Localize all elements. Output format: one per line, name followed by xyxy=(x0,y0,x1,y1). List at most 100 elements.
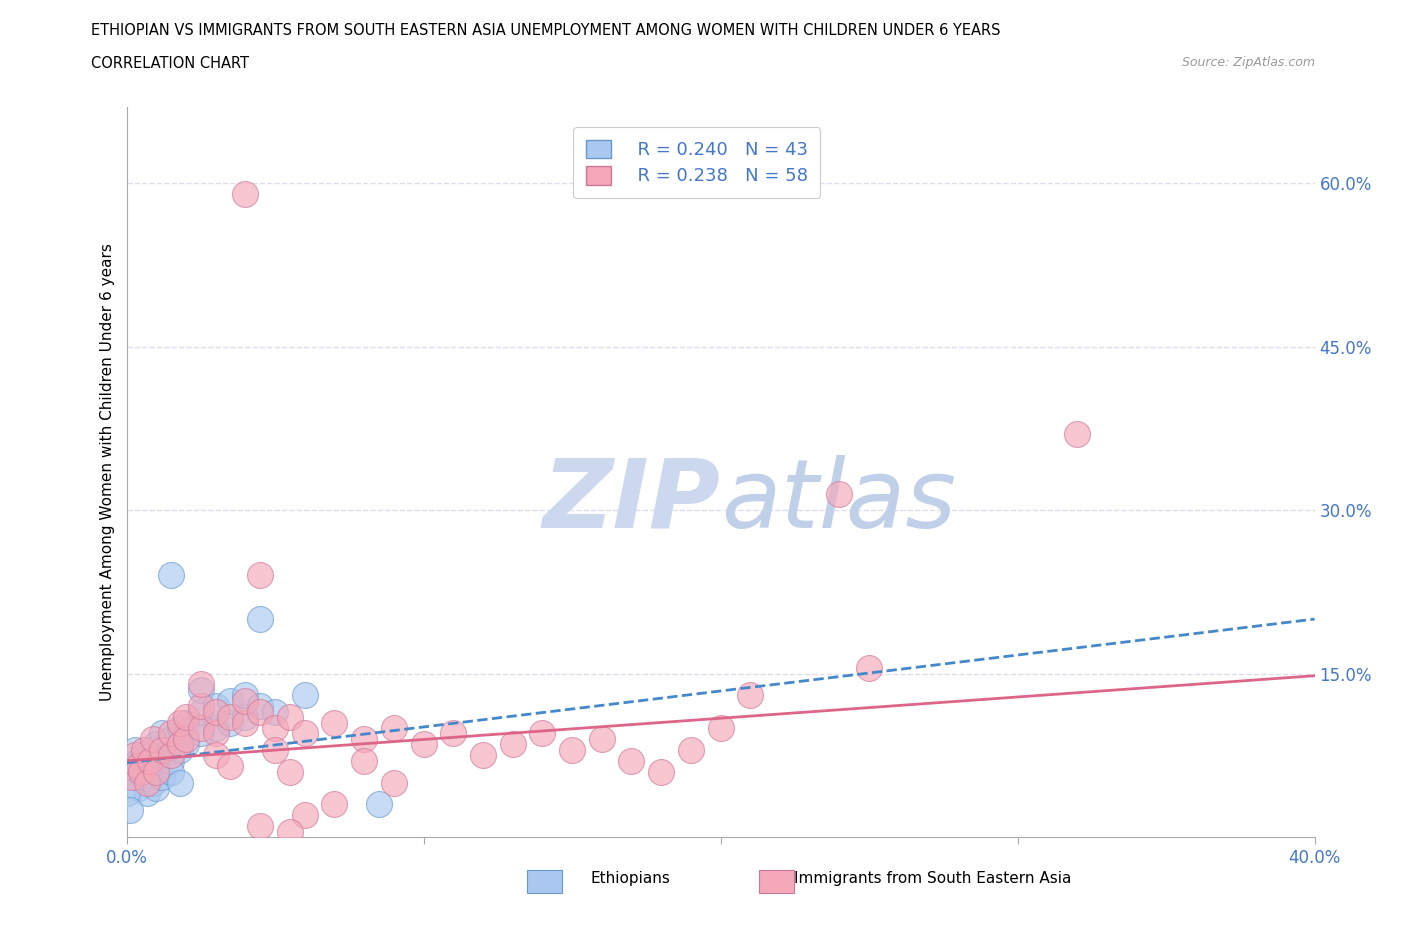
Point xyxy=(124,748,146,763)
Point xyxy=(249,818,271,833)
Point xyxy=(219,759,242,774)
Text: ETHIOPIAN VS IMMIGRANTS FROM SOUTH EASTERN ASIA UNEMPLOYMENT AMONG WOMEN WITH CH: ETHIOPIAN VS IMMIGRANTS FROM SOUTH EASTE… xyxy=(91,23,1001,38)
Point xyxy=(858,660,880,675)
Point xyxy=(233,710,257,724)
Point xyxy=(136,759,159,774)
Point xyxy=(219,710,242,724)
Point xyxy=(190,704,212,719)
Point xyxy=(136,775,159,790)
Point xyxy=(190,698,212,713)
Point xyxy=(169,742,191,757)
Point xyxy=(412,737,434,751)
Point xyxy=(169,775,191,790)
Point xyxy=(382,775,405,790)
Point xyxy=(145,737,167,751)
Point xyxy=(620,753,643,768)
Point xyxy=(174,732,197,747)
Point xyxy=(174,710,197,724)
Point xyxy=(127,780,149,795)
Point xyxy=(502,737,524,751)
Point xyxy=(1066,426,1088,441)
Text: ZIP: ZIP xyxy=(543,455,721,548)
Point xyxy=(591,732,613,747)
Point xyxy=(121,764,143,779)
Point xyxy=(353,732,375,747)
Point xyxy=(650,764,672,779)
Point xyxy=(127,753,149,768)
Point xyxy=(136,786,159,801)
Point xyxy=(169,737,191,751)
Point xyxy=(160,764,183,779)
Point xyxy=(249,568,271,583)
Point xyxy=(127,759,149,774)
Point xyxy=(710,721,733,736)
Point xyxy=(160,726,183,741)
Point xyxy=(382,721,405,736)
Point xyxy=(150,726,173,741)
Point xyxy=(142,753,165,768)
Point xyxy=(124,742,146,757)
Point xyxy=(561,742,583,757)
Point xyxy=(472,748,495,763)
Point xyxy=(368,797,391,812)
Point xyxy=(142,775,165,790)
Point xyxy=(145,764,167,779)
Point xyxy=(740,688,762,703)
Point xyxy=(145,780,167,795)
Point xyxy=(174,737,197,751)
Point xyxy=(160,753,183,768)
Point xyxy=(233,688,257,703)
Point xyxy=(233,715,257,730)
Point xyxy=(190,677,212,692)
Point xyxy=(115,786,138,801)
Point xyxy=(160,568,183,583)
Point xyxy=(121,770,143,785)
Point xyxy=(294,808,316,823)
Point xyxy=(278,824,301,839)
Point xyxy=(150,748,173,763)
Point xyxy=(219,715,242,730)
Text: CORRELATION CHART: CORRELATION CHART xyxy=(91,56,249,71)
Point xyxy=(264,742,287,757)
Point xyxy=(139,753,162,768)
Text: Ethiopians: Ethiopians xyxy=(591,871,671,886)
Point xyxy=(264,721,287,736)
Point xyxy=(204,698,226,713)
Text: atlas: atlas xyxy=(721,455,956,548)
Point xyxy=(249,698,271,713)
Point xyxy=(249,612,271,627)
Point xyxy=(441,726,464,741)
Point xyxy=(190,683,212,698)
Point xyxy=(174,715,197,730)
Point xyxy=(828,486,851,501)
Point xyxy=(323,715,346,730)
Legend:   R = 0.240   N = 43,   R = 0.238   N = 58: R = 0.240 N = 43, R = 0.238 N = 58 xyxy=(574,126,820,198)
Point xyxy=(160,732,183,747)
Point xyxy=(190,726,212,741)
Point xyxy=(204,748,226,763)
Point xyxy=(131,764,153,779)
Text: Immigrants from South Eastern Asia: Immigrants from South Eastern Asia xyxy=(794,871,1071,886)
Point xyxy=(219,694,242,709)
Point xyxy=(323,797,346,812)
Point xyxy=(190,721,212,736)
Point xyxy=(249,704,271,719)
Point xyxy=(118,803,141,817)
Point xyxy=(145,759,167,774)
Point xyxy=(139,764,162,779)
Point xyxy=(294,688,316,703)
Point xyxy=(134,770,156,785)
Point xyxy=(142,732,165,747)
Point xyxy=(531,726,554,741)
Point xyxy=(204,726,226,741)
Point xyxy=(150,770,173,785)
Point xyxy=(233,694,257,709)
Point xyxy=(139,742,162,757)
Y-axis label: Unemployment Among Women with Children Under 6 years: Unemployment Among Women with Children U… xyxy=(100,243,115,701)
Point xyxy=(134,742,156,757)
Point xyxy=(264,704,287,719)
Point xyxy=(294,726,316,741)
Point xyxy=(278,764,301,779)
Point xyxy=(679,742,702,757)
Point xyxy=(278,710,301,724)
